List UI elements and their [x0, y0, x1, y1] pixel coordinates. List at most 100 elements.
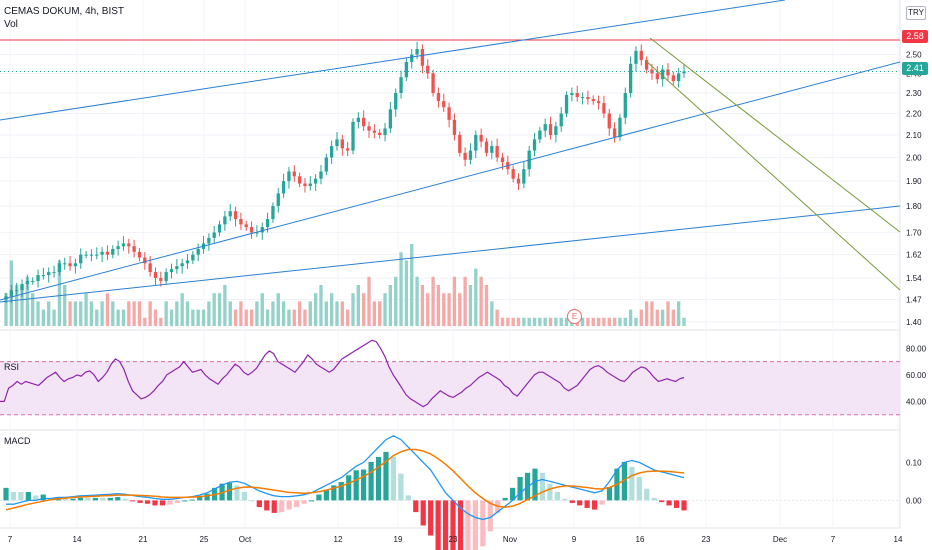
volume-bar	[383, 293, 387, 326]
candle-body	[52, 272, 56, 274]
volume-bar	[346, 309, 350, 326]
volume-bar	[297, 301, 302, 326]
price-tick-label: 2.30	[906, 89, 922, 98]
candle-body	[105, 251, 110, 255]
resistance-price-badge: 2.58	[902, 30, 928, 43]
currency-button[interactable]: TRY	[906, 6, 926, 20]
macd-histogram-bar	[25, 492, 31, 501]
volume-bar	[548, 317, 553, 326]
volume-bar	[244, 309, 248, 326]
macd-line	[6, 435, 685, 521]
time-tick-label: Nov	[503, 535, 517, 544]
candle-body	[394, 92, 398, 110]
volume-bar	[212, 293, 216, 326]
candle-body	[121, 243, 126, 247]
candle-body	[660, 69, 665, 80]
time-tick-label: 16	[636, 535, 645, 544]
macd-histogram-bar	[256, 500, 262, 508]
price-tick-label: 2.50	[906, 51, 922, 60]
volume-bar	[89, 301, 94, 326]
candle-body	[84, 254, 88, 256]
candle-body	[399, 77, 403, 93]
rsi-band	[0, 361, 900, 415]
volume-bar	[559, 317, 563, 326]
volume-bar	[677, 301, 681, 326]
candle-body	[41, 275, 46, 277]
candle-body	[452, 119, 457, 135]
candle-body	[410, 54, 414, 62]
volume-bar	[281, 301, 286, 326]
candle-body	[548, 124, 553, 135]
rsi-tick-label: 80.00	[906, 344, 927, 353]
candle-body	[580, 97, 585, 99]
volume-bar	[132, 301, 136, 326]
candle-body	[153, 272, 158, 279]
candle-body	[511, 169, 515, 179]
macd-histogram-bar	[472, 500, 478, 550]
time-tick-label: 23	[449, 535, 458, 544]
macd-histogram-bar	[182, 500, 188, 502]
volume-bar	[463, 276, 467, 326]
channel-lower-line	[644, 59, 901, 291]
price-tick-label: 1.70	[906, 228, 922, 237]
volume-bar	[650, 301, 654, 326]
candle-body	[596, 101, 601, 104]
volume-bar	[313, 293, 318, 326]
macd-histogram-bar	[271, 500, 277, 513]
macd-histogram-bar	[428, 500, 434, 536]
candle-body	[36, 275, 40, 282]
candle-body	[15, 290, 19, 292]
macd-histogram-bar	[383, 451, 389, 501]
candle-body	[447, 107, 451, 120]
volume-bar	[340, 301, 344, 326]
macd-histogram-bar	[502, 497, 508, 501]
volume-bar	[468, 285, 473, 326]
earnings-marker-icon[interactable]: E	[567, 309, 582, 324]
volume-bar	[623, 317, 627, 326]
macd-histogram-bar	[539, 472, 546, 501]
volume-bar	[180, 293, 184, 326]
macd-histogram-bar	[293, 500, 300, 508]
volume-bar	[57, 260, 62, 326]
candle-body	[351, 121, 355, 151]
candle-body	[228, 211, 232, 217]
macd-histogram-bar	[591, 500, 598, 510]
macd-histogram-bar	[457, 500, 464, 550]
volume-bar	[682, 317, 686, 326]
base-trendline	[0, 205, 901, 303]
volume-bar	[79, 301, 83, 326]
macd-histogram-bar	[249, 500, 255, 502]
price-tick-label: 1.62	[906, 251, 922, 260]
volume-bar	[105, 293, 110, 326]
volume-bar	[356, 285, 361, 326]
macd-histogram-bar	[241, 492, 248, 501]
volume-bar	[452, 276, 457, 326]
volume-bar	[121, 309, 126, 326]
rsi-tick-label: 60.00	[906, 371, 927, 380]
volume-bar	[20, 285, 24, 326]
candle-body	[137, 251, 142, 258]
macd-histogram-bar	[465, 500, 471, 550]
volume-bar	[25, 276, 30, 326]
macd-histogram-bar	[442, 500, 449, 550]
candle-body	[442, 101, 446, 108]
candle-body	[127, 243, 131, 247]
macd-histogram-bar	[420, 500, 426, 526]
signal-line	[5, 448, 685, 511]
candle-body	[383, 128, 387, 135]
macd-histogram-bar	[115, 497, 121, 501]
candle-body	[159, 278, 163, 282]
volume-bar	[420, 285, 425, 326]
volume-bar	[660, 309, 665, 326]
volume-bar	[228, 301, 232, 326]
volume-bar	[516, 317, 521, 326]
macd-histogram-bar	[487, 500, 493, 532]
volume-bar	[73, 301, 78, 326]
volume-bar	[511, 317, 515, 326]
volume-bar	[500, 317, 505, 326]
volume-bar	[639, 309, 643, 326]
volume-bar	[239, 301, 243, 326]
candle-body	[682, 71, 686, 74]
macd-histogram-bar	[599, 500, 605, 505]
